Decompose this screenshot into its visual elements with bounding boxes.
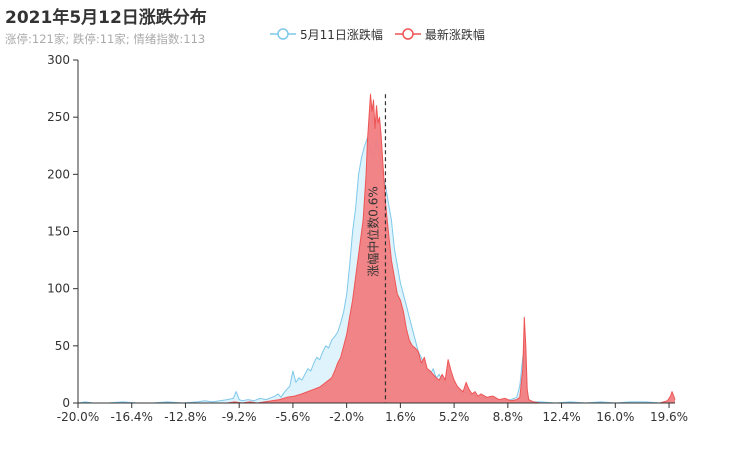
y-tick-label: 100	[47, 282, 70, 296]
y-tick-label: 50	[55, 339, 70, 353]
x-tick-label: -16.4%	[111, 410, 153, 424]
x-tick-label: -9.2%	[222, 410, 257, 424]
legend: 5月11日涨跌幅 最新涨跌幅	[270, 24, 497, 44]
x-tick-label: 1.6%	[385, 410, 416, 424]
x-tick-label: 16.0%	[596, 410, 634, 424]
legend-label-prev-day: 5月11日涨跌幅	[300, 27, 383, 42]
median-label: 涨幅中位数0.6%	[365, 186, 380, 277]
legend-item-latest[interactable]: 最新涨跌幅	[394, 26, 485, 43]
y-tick-label: 300	[47, 53, 70, 67]
series-line-1	[78, 93, 676, 404]
legend-line-circle-icon	[394, 28, 421, 40]
chart-subtitle: 涨停:121家; 跌停:11家; 情绪指数:113	[5, 32, 206, 46]
chart-title: 2021年5月12日涨跌分布	[5, 8, 207, 28]
y-tick-label: 0	[62, 396, 70, 410]
x-tick-label: -2.0%	[329, 410, 364, 424]
y-tick-label: 200	[47, 167, 70, 181]
y-tick-label: 150	[47, 225, 70, 239]
y-tick-label: 250	[47, 110, 70, 124]
x-tick-label: 5.2%	[439, 410, 470, 424]
series-area-1	[78, 94, 675, 404]
legend-label-latest: 最新涨跌幅	[424, 27, 485, 42]
legend-item-prev-day[interactable]: 5月11日涨跌幅	[270, 26, 383, 43]
legend-line-circle-icon	[270, 28, 296, 40]
x-tick-label: -12.8%	[164, 410, 206, 424]
x-tick-label: 12.4%	[543, 410, 581, 424]
x-tick-label: 19.6%	[650, 410, 688, 424]
x-tick-label: -5.6%	[276, 410, 311, 424]
x-tick-label: 8.8%	[493, 410, 524, 424]
x-tick-label: -20.0%	[57, 410, 99, 424]
